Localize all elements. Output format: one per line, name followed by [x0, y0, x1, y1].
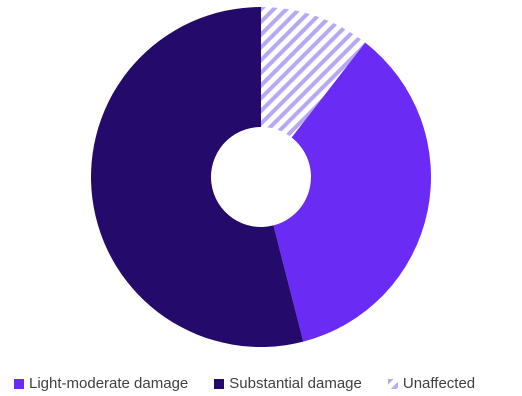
- chart-legend: Light-moderate damage Substantial damage…: [14, 375, 475, 392]
- slice-light-moderate-damage: [273, 42, 432, 342]
- legend-swatch-substantial-damage: [214, 378, 225, 389]
- legend-swatch-light-moderate-damage: [14, 378, 24, 389]
- legend-label-substantial-damage: Substantial damage: [229, 375, 362, 392]
- legend-label-light-moderate-damage: Light-moderate damage: [29, 375, 189, 392]
- legend-swatch-unaffected: [387, 378, 398, 389]
- donut-svg: [91, 7, 432, 347]
- slice-unaffected: [261, 7, 366, 138]
- legend-item-light-moderate-damage: Light-moderate damage: [14, 375, 188, 392]
- legend-item-unaffected: Unaffected: [387, 375, 476, 392]
- legend-item-substantial-damage: Substantial damage: [214, 375, 362, 392]
- slice-substantial-damage: [91, 7, 304, 347]
- donut-slices: [91, 7, 432, 347]
- legend-label-unaffected: Unaffected: [402, 375, 476, 392]
